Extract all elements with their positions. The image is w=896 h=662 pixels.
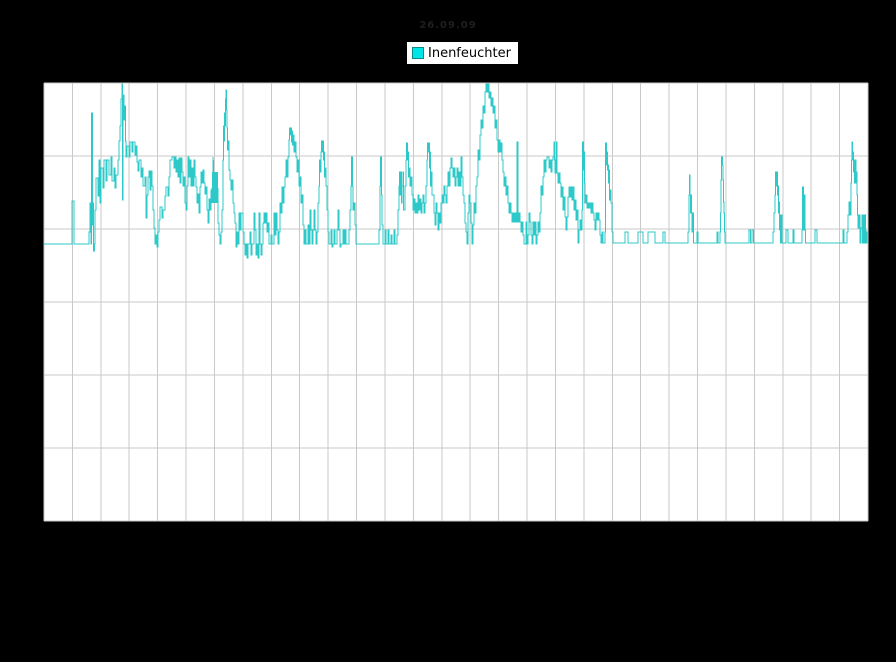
legend-swatch-icon — [412, 47, 424, 59]
legend-label: Inenfeuchter — [428, 45, 511, 61]
chart-title: 26.09.09 — [419, 20, 477, 31]
legend: Inenfeuchter — [407, 42, 518, 64]
